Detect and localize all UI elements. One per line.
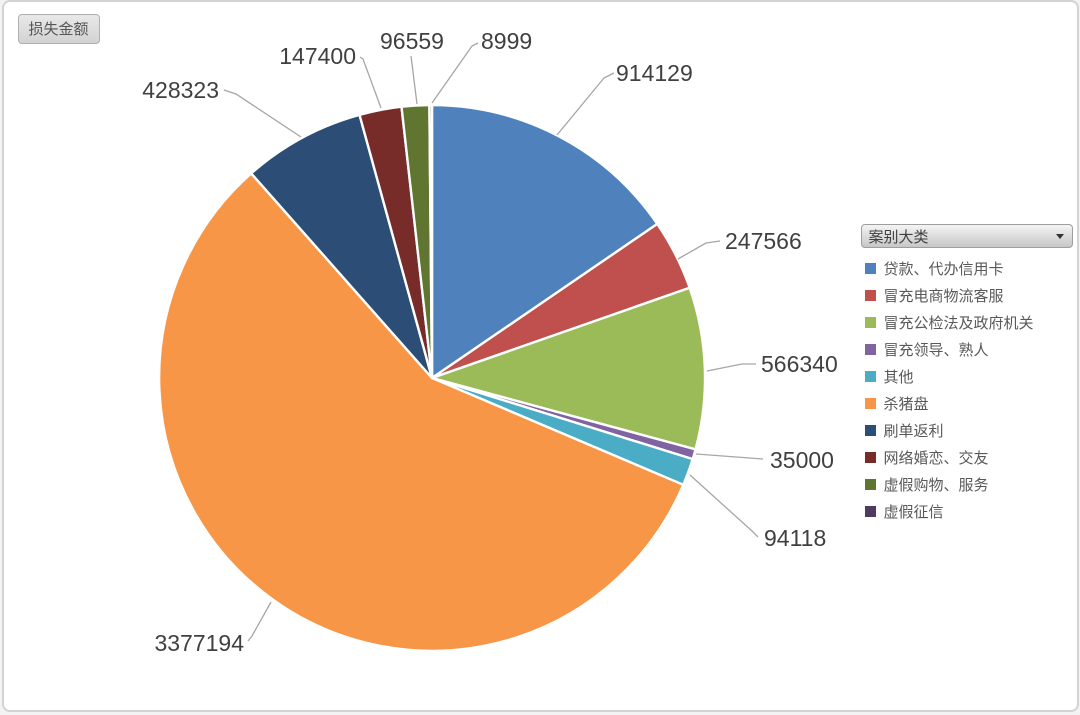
leader-line bbox=[689, 474, 758, 538]
legend-item-label: 杀猪盘 bbox=[883, 396, 929, 413]
legend-item: 其他 bbox=[861, 363, 1073, 390]
legend-item-label: 网络婚恋、交友 bbox=[883, 450, 989, 467]
legend-swatch bbox=[864, 290, 876, 301]
legend-swatch bbox=[864, 263, 876, 274]
slice-value-label: 35000 bbox=[770, 447, 834, 473]
legend-item: 网络婚恋、交友 bbox=[861, 444, 1073, 471]
pie-slice[interactable] bbox=[427, 103, 433, 380]
legend-item-label: 其他 bbox=[883, 369, 914, 386]
loss-amount-field-label: 损失金额 bbox=[28, 21, 89, 38]
slice-value-label: 566340 bbox=[761, 351, 838, 377]
slice-value-label: 3377194 bbox=[154, 630, 244, 656]
legend-swatch bbox=[864, 317, 876, 328]
legend-item: 虚假征信 bbox=[861, 498, 1073, 525]
legend-item: 杀猪盘 bbox=[861, 390, 1073, 417]
slice-value-label: 914129 bbox=[616, 60, 693, 86]
legend-item-label: 虚假购物、服务 bbox=[883, 477, 989, 494]
legend-swatch bbox=[864, 344, 876, 355]
leader-line bbox=[677, 240, 720, 260]
slice-value-labels: 914129 247566 566340 35000 94118 3377194 42832… bbox=[142, 28, 838, 656]
legend-item: 冒充公检法及政府机关 bbox=[861, 309, 1073, 336]
legend-swatch bbox=[864, 371, 876, 382]
legend-swatch bbox=[864, 479, 876, 490]
legend-category-dropdown[interactable]: 案别大类 bbox=[860, 224, 1073, 248]
slice-value-label: 428323 bbox=[142, 77, 219, 103]
legend-item: 冒充电商物流客服 bbox=[861, 282, 1073, 309]
legend: 案别大类 贷款、代办信用卡 冒充电商物流客服冒充公检法及政府机关 冒充领导、熟人 其他… bbox=[860, 224, 1073, 525]
pie-slice[interactable] bbox=[430, 286, 706, 451]
pie-slice[interactable] bbox=[157, 172, 684, 652]
legend-title: 案别大类 bbox=[868, 228, 929, 246]
slice-value-label: 147400 bbox=[279, 43, 356, 69]
legend-swatch bbox=[864, 425, 876, 436]
pie-slice[interactable] bbox=[249, 113, 433, 380]
leader-line bbox=[430, 42, 478, 104]
legend-item-label: 刷单返利 bbox=[883, 423, 944, 440]
legend-item-label: 冒充领导、熟人 bbox=[883, 342, 989, 359]
slice-value-label: 247566 bbox=[725, 228, 802, 254]
legend-swatch bbox=[864, 506, 876, 517]
leader-lines bbox=[223, 42, 763, 642]
chevron-down-icon bbox=[1055, 233, 1064, 239]
leader-line bbox=[409, 55, 418, 105]
legend-item-label: 贷款、代办信用卡 bbox=[883, 261, 1004, 278]
legend-item: 虚假购物、服务 bbox=[861, 471, 1073, 498]
legend-swatch bbox=[864, 398, 876, 409]
leader-line bbox=[246, 601, 272, 642]
pie-chart: 914129 247566 566340 35000 94118 3377194 42832… bbox=[142, 28, 838, 656]
leader-line bbox=[706, 363, 756, 372]
slice-value-label: 8999 bbox=[481, 28, 532, 54]
slice-value-label: 96559 bbox=[380, 28, 444, 54]
legend-item-label: 冒充公检法及政府机关 bbox=[883, 315, 1034, 332]
pie-slice[interactable] bbox=[430, 103, 658, 380]
legend-swatch bbox=[864, 452, 876, 463]
legend-item-list: 贷款、代办信用卡 冒充电商物流客服冒充公检法及政府机关 冒充领导、熟人 其他杀猪盘刷单… bbox=[861, 255, 1073, 525]
slice-value-label: 94118 bbox=[764, 525, 826, 551]
loss-amount-field-button[interactable]: 损失金额 bbox=[17, 14, 100, 44]
pie-slices bbox=[157, 103, 706, 652]
leader-line bbox=[223, 89, 301, 138]
leader-line bbox=[555, 72, 614, 136]
leader-line bbox=[695, 453, 763, 460]
legend-item-label: 冒充电商物流客服 bbox=[883, 288, 1004, 305]
leader-line bbox=[359, 56, 382, 109]
legend-item: 冒充领导、熟人 bbox=[861, 336, 1073, 363]
legend-item: 贷款、代办信用卡 bbox=[861, 255, 1073, 282]
legend-item-label: 虚假征信 bbox=[883, 504, 944, 521]
legend-item: 刷单返利 bbox=[861, 417, 1073, 444]
